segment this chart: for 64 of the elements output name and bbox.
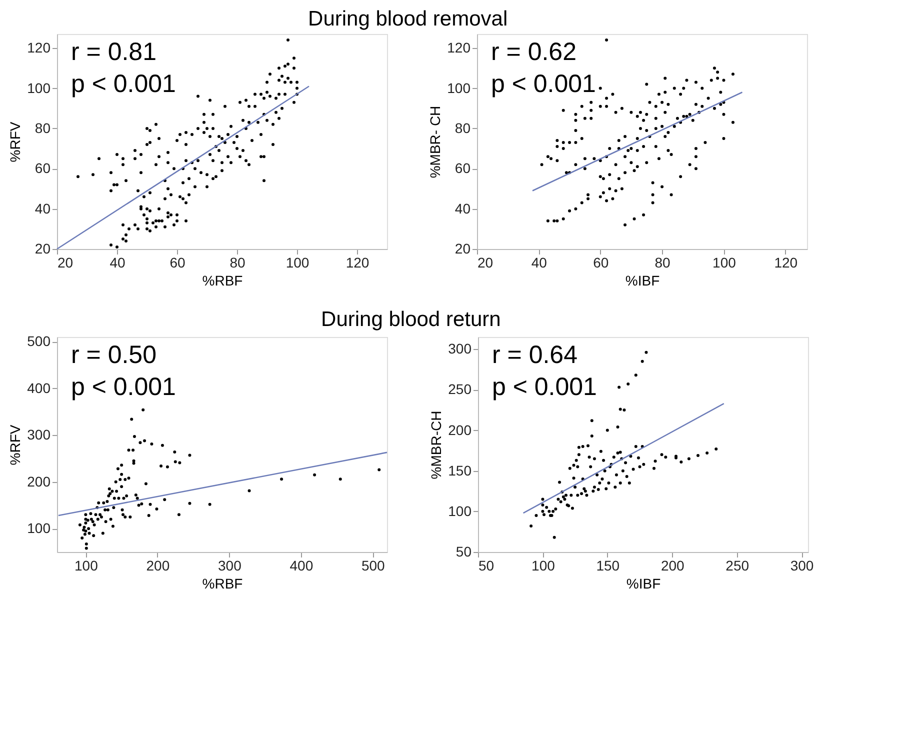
- x-tick-label: 120: [346, 254, 370, 270]
- x-tick-label: 40: [110, 254, 126, 270]
- annotation: p < 0.001: [491, 70, 596, 98]
- x-tick-label: 100: [286, 254, 310, 270]
- y-tick-label: 120: [27, 40, 51, 56]
- y-tick-label: 40: [34, 200, 51, 216]
- x-tick-label: 200: [146, 558, 170, 574]
- x-tick-label: 200: [660, 558, 685, 574]
- x-tick-label: 20: [478, 254, 494, 270]
- y-axis-title: %RFV: [7, 121, 24, 162]
- x-tick-label: 60: [593, 254, 609, 270]
- x-tick-label: 20: [58, 254, 74, 270]
- y-tick-label: 20: [34, 240, 51, 256]
- annotation: p < 0.001: [492, 373, 597, 401]
- y-axis-title: %RFV: [7, 424, 24, 466]
- y-tick-label: 100: [448, 502, 472, 519]
- chart-title: During blood return: [321, 308, 501, 332]
- x-tick-label: 80: [654, 254, 671, 270]
- x-tick-label: 80: [230, 254, 246, 270]
- y-tick-label: 100: [27, 520, 51, 536]
- y-tick-label: 60: [454, 160, 471, 176]
- y-tick-label: 80: [34, 120, 51, 136]
- x-tick-label: 250: [726, 558, 750, 574]
- x-tick-label: 300: [218, 558, 242, 574]
- y-tick-label: 300: [27, 426, 51, 443]
- x-tick-label: 50: [478, 558, 494, 574]
- y-tick-label: 100: [27, 80, 51, 96]
- y-tick-label: 120: [447, 40, 471, 56]
- y-tick-label: 300: [448, 340, 472, 357]
- x-axis-title: %RBF: [202, 576, 243, 592]
- annotation: p < 0.001: [71, 70, 176, 98]
- x-tick-label: 400: [290, 558, 314, 574]
- y-tick-label: 150: [448, 462, 472, 478]
- x-tick-label: 300: [790, 558, 814, 574]
- y-axis-title: %MBR- CH: [427, 106, 444, 178]
- x-tick-label: 120: [774, 254, 798, 270]
- x-tick-label: 500: [361, 558, 386, 574]
- y-tick-label: 250: [448, 381, 472, 398]
- annotation: r = 0.62: [491, 38, 576, 66]
- y-tick-label: 50: [456, 544, 472, 560]
- y-tick-label: 200: [448, 422, 472, 438]
- x-tick-label: 100: [712, 254, 736, 270]
- x-tick-label: 100: [74, 558, 98, 574]
- annotation: r = 0.50: [71, 341, 156, 369]
- y-tick-label: 400: [27, 380, 51, 396]
- x-axis-title: %IBF: [626, 576, 661, 592]
- x-tick-label: 60: [170, 254, 186, 270]
- x-tick-label: 100: [532, 558, 556, 574]
- x-axis-title: %IBF: [625, 272, 660, 288]
- y-tick-label: 80: [454, 120, 471, 136]
- x-tick-label: 40: [531, 254, 548, 270]
- x-axis-title: %RBF: [202, 272, 243, 288]
- y-axis-title: %MBR-CH: [428, 410, 444, 480]
- chart-title: During blood removal: [308, 8, 508, 30]
- y-tick-label: 100: [447, 80, 471, 96]
- y-tick-label: 500: [27, 333, 51, 350]
- y-tick-label: 200: [27, 473, 51, 490]
- y-tick-label: 40: [454, 200, 471, 216]
- x-tick-label: 150: [596, 558, 620, 574]
- annotation: r = 0.81: [71, 38, 156, 66]
- annotation: p < 0.001: [71, 373, 176, 401]
- y-tick-label: 60: [34, 160, 51, 176]
- annotation: r = 0.64: [492, 341, 578, 369]
- y-tick-label: 20: [454, 240, 471, 256]
